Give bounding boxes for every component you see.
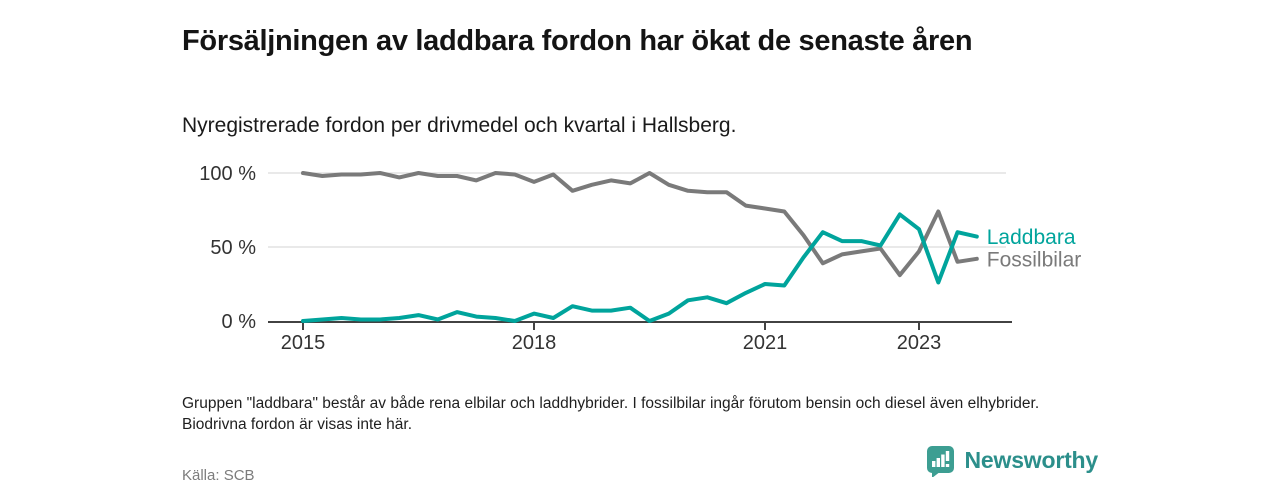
page-title: Försäljningen av laddbara fordon har öka… xyxy=(182,25,973,58)
chart-area: 2015 2018 2021 2023 0 % 50 % 100 % Laddbara Foss… xyxy=(180,153,1100,365)
line-chart: 2015 2018 2021 2023 0 % 50 % 100 % LaddbaraFoss… xyxy=(199,163,1082,354)
x-tick-label-2023: 2023 xyxy=(897,332,942,354)
source-caption: Källa: SCB xyxy=(182,467,255,484)
x-tick-label-2021: 2021 xyxy=(743,332,788,354)
y-tick-label-50: 50 % xyxy=(210,237,256,259)
x-tick-label-2018: 2018 xyxy=(512,332,557,354)
newsworthy-logo: Newsworthy xyxy=(925,444,1098,477)
newsworthy-bubble-chart-icon xyxy=(926,446,954,477)
series-label-laddbara: Laddbara xyxy=(987,226,1076,249)
laddbara-line xyxy=(301,212,979,323)
chart-subtitle: Nyregistrerade fordon per drivmedel och … xyxy=(182,114,737,137)
y-tick-label-0: 0 % xyxy=(222,311,257,333)
x-tick-label-2015: 2015 xyxy=(281,332,326,354)
fossilbilar-line xyxy=(301,171,979,278)
newsworthy-wordmark: Newsworthy xyxy=(964,447,1099,473)
chart-footnote: Gruppen "laddbara" består av både rena e… xyxy=(182,394,1040,433)
series-label-fossilbilar: Fossilbilar xyxy=(987,248,1082,271)
y-tick-label-100: 100 % xyxy=(199,163,256,185)
